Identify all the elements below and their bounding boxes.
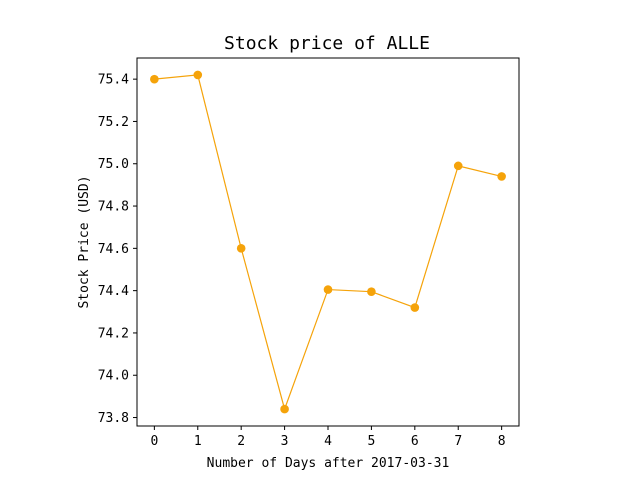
x-tick-label: 0 xyxy=(150,434,158,449)
data-point xyxy=(323,285,333,294)
x-tick-label: 8 xyxy=(498,434,506,449)
plot-area-frame xyxy=(136,57,520,427)
y-tick-label: 74.8 xyxy=(98,200,129,215)
x-tick-label: 6 xyxy=(411,434,419,449)
y-axis-label: Stock Price (USD) xyxy=(77,175,92,308)
data-point xyxy=(193,70,203,80)
data-point xyxy=(453,161,463,171)
x-tick-label: 1 xyxy=(194,434,202,449)
x-axis: 0 1 2 3 4 5 6 7 8 xyxy=(150,426,506,449)
y-tick-label: 74.6 xyxy=(98,242,129,257)
x-tick-label: 2 xyxy=(237,434,245,449)
y-tick-label: 73.8 xyxy=(98,411,129,426)
data-point xyxy=(150,74,159,84)
x-tick-label: 3 xyxy=(281,434,289,449)
data-point xyxy=(497,172,506,181)
data-point xyxy=(280,404,289,414)
data-point xyxy=(367,287,376,297)
series-markers xyxy=(150,70,506,414)
data-point xyxy=(236,244,246,253)
y-tick-label: 74.0 xyxy=(98,369,129,384)
data-point xyxy=(410,303,420,312)
y-tick-label: 74.4 xyxy=(98,284,129,299)
y-tick-label: 75.2 xyxy=(98,115,129,130)
x-tick-label: 7 xyxy=(454,434,462,449)
x-tick-label: 4 xyxy=(324,434,332,449)
y-axis: 73.8 74.0 74.2 74.4 74.6 74.8 75.0 75.2 75.4 xyxy=(98,73,137,426)
y-tick-label: 75.0 xyxy=(98,157,129,172)
y-tick-label: 75.4 xyxy=(98,73,129,88)
x-axis-label: Number of Days after 2017-03-31 xyxy=(207,456,450,471)
series-line xyxy=(154,74,502,412)
chart-title: Stock price of ALLE xyxy=(224,33,430,54)
x-tick-label: 5 xyxy=(367,434,375,449)
y-tick-label: 74.2 xyxy=(98,326,129,341)
